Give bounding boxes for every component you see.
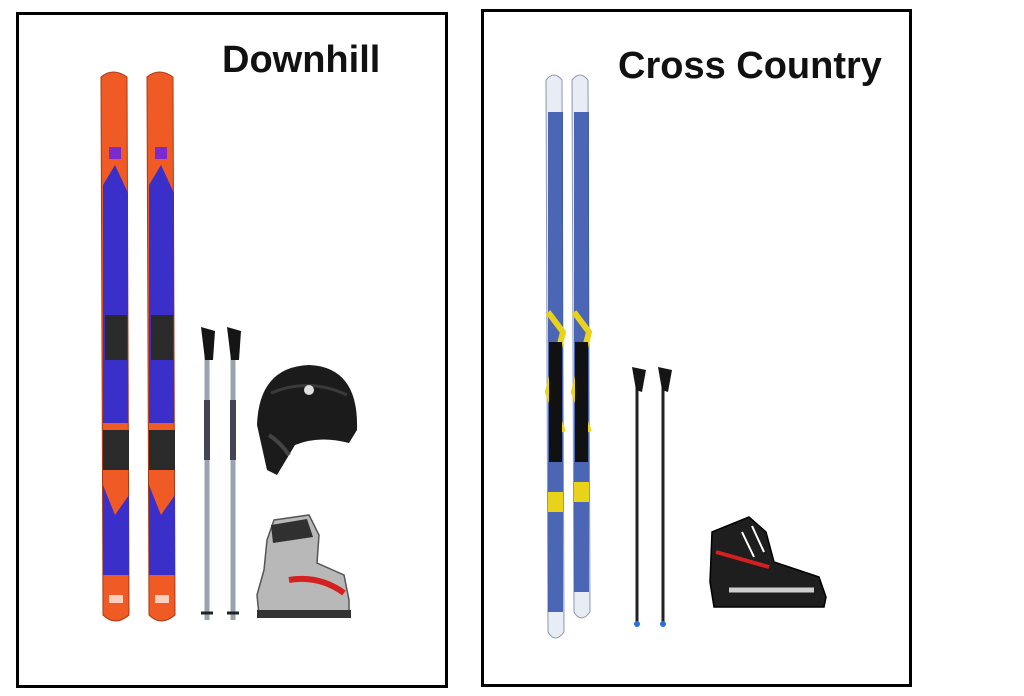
ski-boot-icon [256,514,351,618]
ski-poles-icon [201,327,241,620]
cross-country-panel: Cross Country [481,9,912,687]
cross-country-boot-icon [709,516,827,608]
downhill-title: Downhill [222,39,381,81]
skis-icon [100,71,176,622]
helmet-icon [257,365,358,475]
downhill-panel: Downhill [16,12,448,688]
cross-country-title: Cross Country [618,45,882,87]
downhill-equipment [100,71,358,622]
cross-country-equipment [544,74,827,639]
cross-country-skis-icon [544,74,593,639]
cross-country-poles-icon [632,367,672,627]
